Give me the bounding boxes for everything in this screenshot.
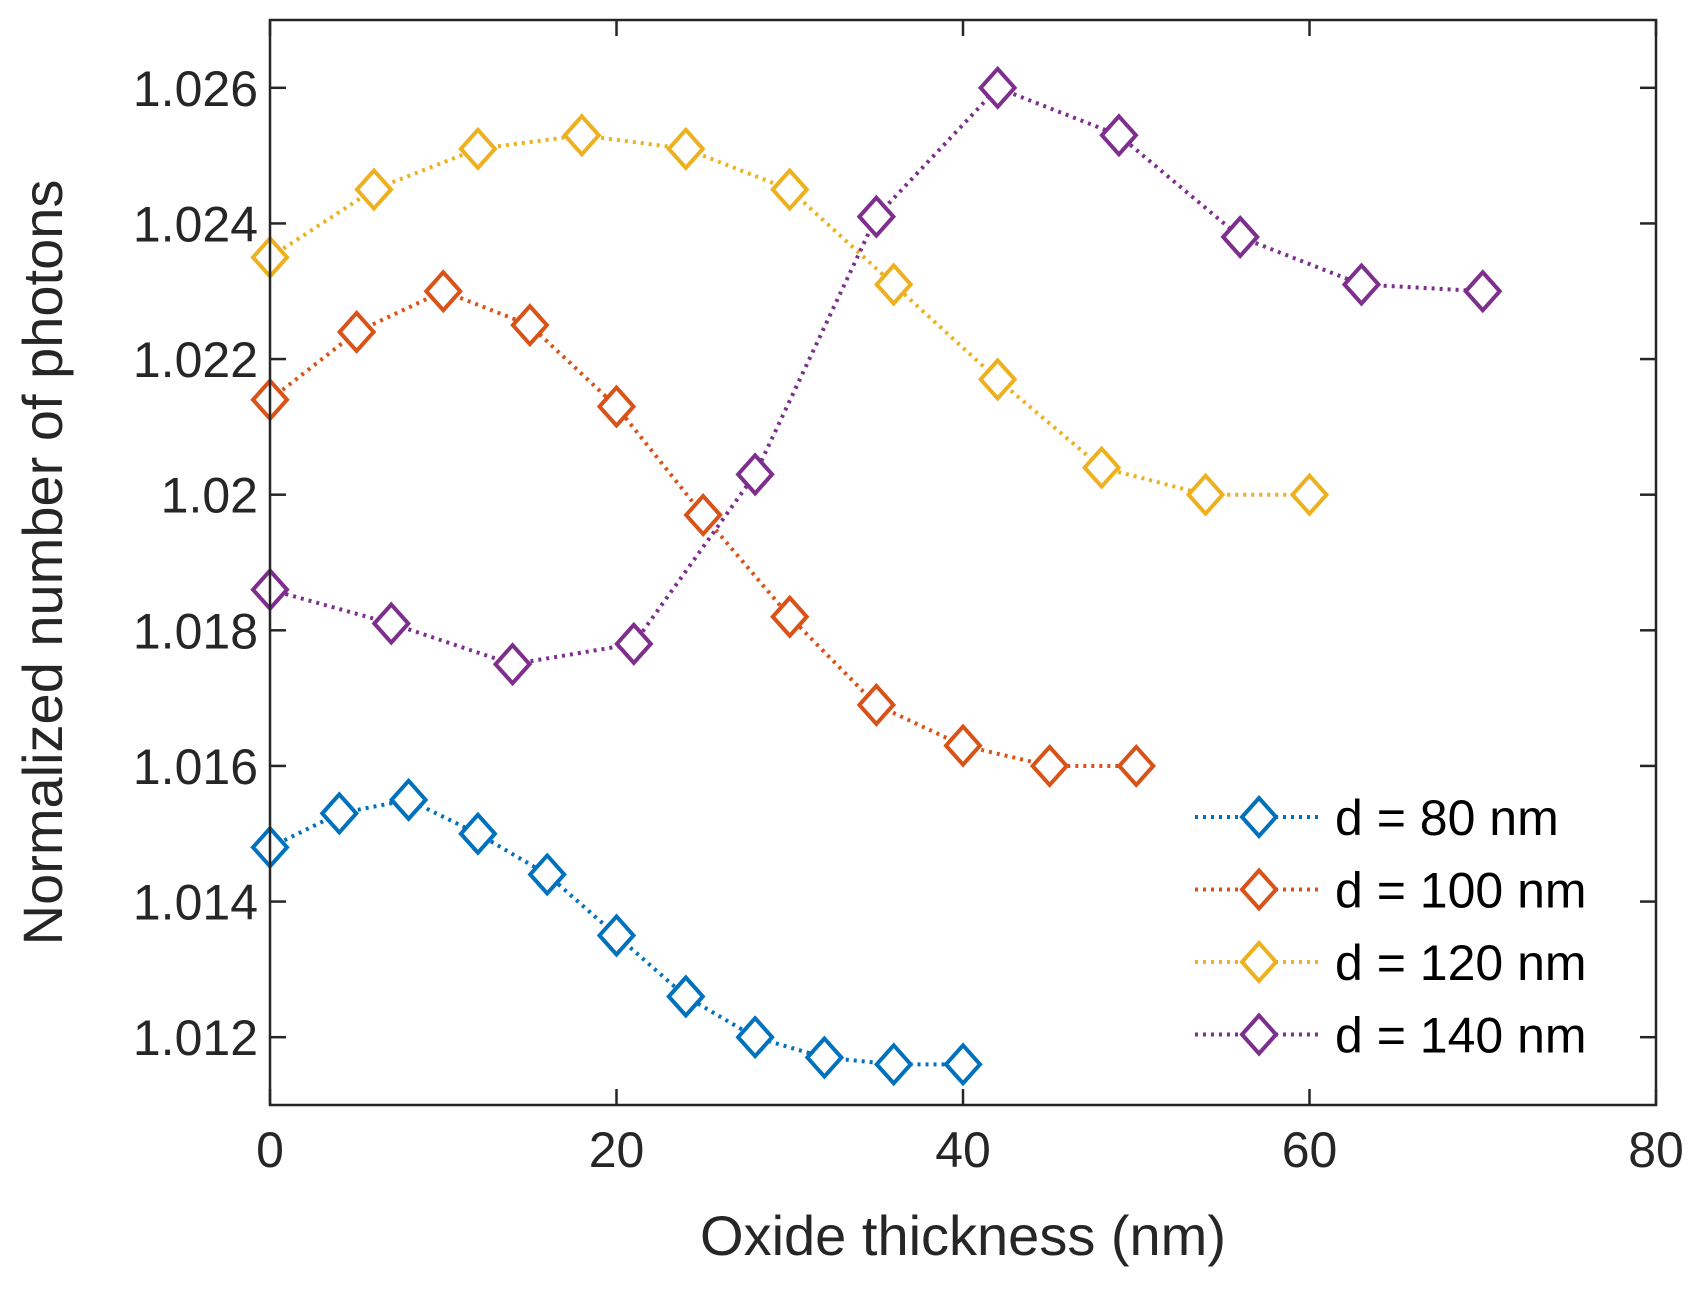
legend: d = 80 nm d = 100 nm d = 120 nm d = 140 nm (1195, 790, 1587, 1064)
x-tick-label: 60 (1282, 1122, 1338, 1178)
data-point (943, 723, 983, 768)
series-1 (250, 269, 1156, 788)
y-tick-label: 1.018 (133, 603, 258, 659)
series-line (268, 289, 1137, 768)
series-line (269, 797, 963, 1067)
data-point (1116, 743, 1156, 788)
legend-item: d = 140 nm (1195, 1008, 1587, 1064)
x-tick-label: 0 (256, 1122, 284, 1178)
legend-marker (1239, 940, 1279, 984)
data-point (977, 357, 1018, 402)
series-line (269, 85, 1483, 667)
data-point (510, 303, 550, 348)
y-tick-label: 1.012 (133, 1010, 258, 1066)
x-tick-label: 40 (935, 1122, 991, 1178)
data-point (666, 974, 706, 1019)
data-point (1185, 472, 1226, 517)
data-point (683, 493, 723, 538)
data-point (804, 1035, 845, 1080)
data-point (943, 1042, 983, 1087)
data-point (423, 269, 463, 314)
y-tick-label: 1.024 (133, 196, 258, 252)
data-point (1463, 269, 1503, 314)
x-axis-ticks: 0 20 40 60 80 (256, 20, 1684, 1178)
data-point (1220, 215, 1260, 259)
data-point (336, 309, 377, 354)
y-axis-ticks: 1.012 1.014 1.016 1.018 1.02 1.022 1.024 1.026 (133, 61, 1656, 1066)
legend-label: d = 120 nm (1335, 935, 1587, 991)
data-point (596, 384, 637, 429)
data-point (735, 1015, 775, 1060)
data-point (735, 452, 775, 497)
series-0 (250, 777, 983, 1087)
data-point (354, 167, 394, 212)
plot-background (270, 20, 1656, 1105)
series-3 (250, 65, 1503, 687)
legend-item: d = 100 nm (1195, 863, 1587, 919)
data-point (770, 167, 810, 212)
y-tick-label: 1.022 (133, 332, 258, 388)
y-axis-title: Normalized number of photons (11, 180, 74, 946)
data-point (371, 601, 411, 646)
data-point (874, 262, 914, 307)
y-tick-label: 1.02 (161, 468, 258, 524)
x-tick-label: 80 (1628, 1122, 1684, 1178)
y-tick-label: 1.026 (133, 61, 258, 117)
data-point (319, 791, 359, 836)
y-tick-label: 1.016 (133, 739, 258, 795)
data-point (770, 594, 810, 639)
data-point (1099, 113, 1139, 158)
data-point (562, 113, 602, 158)
data-point (388, 777, 429, 822)
data-point (458, 126, 498, 171)
data-point (666, 126, 706, 171)
data-point (458, 811, 498, 856)
data-point (1081, 445, 1122, 490)
legend-item: d = 120 nm (1195, 935, 1587, 991)
data-point (1289, 472, 1330, 517)
legend-marker (1239, 795, 1279, 839)
x-axis-title: Oxide thickness (nm) (700, 1204, 1226, 1267)
y-tick-label: 1.014 (133, 875, 258, 931)
series-layer (250, 65, 1503, 1087)
data-point (1341, 262, 1382, 307)
data-point (856, 682, 897, 727)
data-point (596, 913, 637, 958)
data-point (856, 194, 897, 239)
data-point (874, 1042, 914, 1087)
data-point (614, 621, 654, 666)
data-point (1029, 743, 1070, 788)
series-2 (250, 113, 1330, 517)
data-point (492, 642, 533, 687)
series-line (268, 133, 1310, 497)
legend-marker (1239, 1012, 1279, 1057)
legend-label: d = 100 nm (1335, 863, 1587, 919)
legend-marker (1239, 867, 1279, 912)
x-tick-label: 20 (589, 1122, 645, 1178)
data-point (527, 852, 567, 897)
data-point (977, 65, 1018, 110)
legend-item: d = 80 nm (1195, 790, 1559, 846)
legend-label: d = 140 nm (1335, 1008, 1587, 1064)
legend-label: d = 80 nm (1335, 790, 1559, 846)
